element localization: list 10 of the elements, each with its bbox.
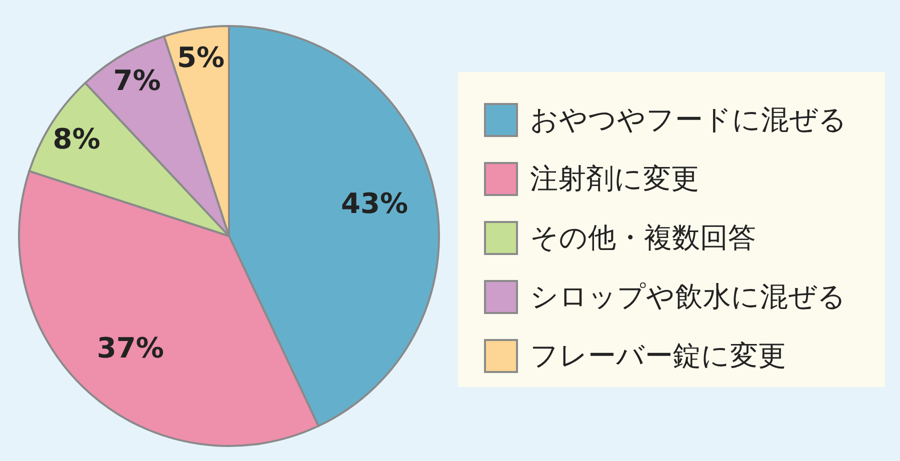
- legend-label: シロップや飲水に混ぜる: [530, 278, 846, 314]
- data-label: 37%: [96, 331, 164, 364]
- data-label: 5%: [176, 41, 225, 74]
- data-label: 8%: [52, 122, 100, 156]
- data-label: 43%: [340, 186, 408, 220]
- data-label: 7%: [113, 64, 161, 98]
- legend-label: 注射剤に変更: [530, 160, 699, 196]
- legend-label: おやつやフードに混ぜる: [530, 102, 847, 138]
- legend-label: その他・複数回答: [530, 220, 756, 256]
- legend-label: フレーバー錠に変更: [530, 338, 786, 374]
